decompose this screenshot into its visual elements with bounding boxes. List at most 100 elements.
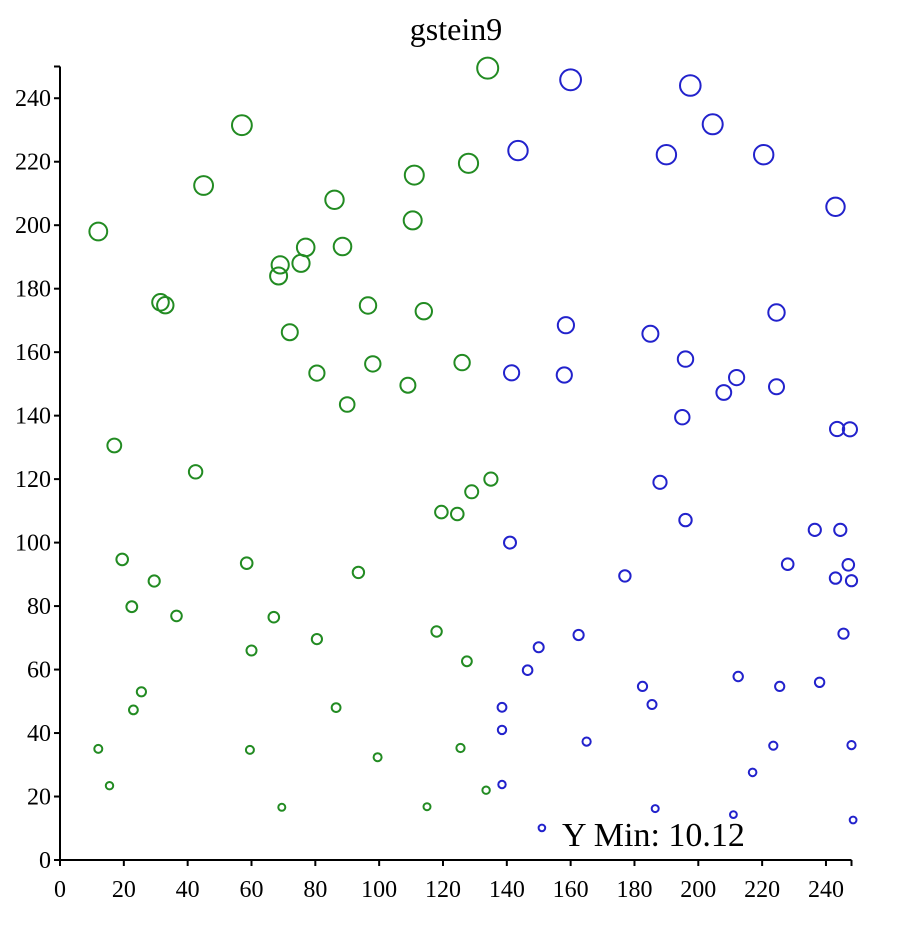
data-point xyxy=(813,676,826,688)
data-point xyxy=(807,522,822,538)
data-point xyxy=(106,437,123,454)
data-point xyxy=(280,323,299,342)
x-tick-label: 0 xyxy=(54,877,66,903)
data-point xyxy=(457,152,480,174)
data-point xyxy=(128,704,139,716)
data-point xyxy=(135,686,147,698)
x-tick-label: 160 xyxy=(553,877,589,903)
data-point xyxy=(537,823,547,833)
data-point xyxy=(581,736,592,747)
y-min-annotation: Y Min: 10.12 xyxy=(562,817,745,854)
data-point xyxy=(372,752,383,763)
data-point xyxy=(147,574,161,588)
data-point xyxy=(330,702,342,713)
data-point xyxy=(555,366,573,384)
y-tick-label: 80 xyxy=(27,594,51,620)
data-point xyxy=(846,740,857,751)
data-point xyxy=(244,744,255,755)
data-points xyxy=(88,56,859,833)
x-tick-label: 60 xyxy=(239,877,263,903)
data-point xyxy=(841,558,856,572)
x-tick-label: 100 xyxy=(361,877,397,903)
x-tick-label: 200 xyxy=(680,877,716,903)
data-point xyxy=(503,364,521,382)
data-point xyxy=(559,68,582,92)
data-point xyxy=(464,484,480,500)
data-point xyxy=(481,785,491,795)
y-tick-label: 120 xyxy=(15,467,51,493)
data-point xyxy=(295,237,316,258)
data-point xyxy=(402,210,423,231)
data-point xyxy=(170,609,183,623)
data-point xyxy=(780,557,795,572)
data-point xyxy=(652,474,668,490)
data-point xyxy=(753,144,775,166)
x-tick-label: 240 xyxy=(808,877,844,903)
data-point xyxy=(269,266,289,286)
y-tick-label: 100 xyxy=(15,531,51,557)
x-tick-label: 20 xyxy=(112,877,136,903)
x-tick-label: 120 xyxy=(425,877,461,903)
data-point xyxy=(646,699,658,710)
data-point xyxy=(364,355,382,373)
data-point xyxy=(270,255,290,275)
x-tick-label: 180 xyxy=(616,877,652,903)
y-tick-label: 60 xyxy=(27,658,51,684)
data-point xyxy=(641,324,660,343)
data-point xyxy=(455,742,466,754)
data-point xyxy=(88,221,109,242)
data-point xyxy=(461,655,473,668)
data-point xyxy=(532,641,545,654)
data-point xyxy=(774,680,786,693)
data-point xyxy=(104,781,115,791)
data-point xyxy=(310,633,323,646)
data-point xyxy=(829,420,846,438)
data-point xyxy=(841,421,859,438)
data-point xyxy=(674,409,691,426)
data-point xyxy=(572,628,585,642)
data-point xyxy=(768,740,779,751)
data-point xyxy=(496,701,508,713)
y-tick-label: 180 xyxy=(15,277,51,303)
data-point xyxy=(496,724,508,736)
data-point xyxy=(187,464,204,480)
data-point xyxy=(476,56,500,80)
data-point xyxy=(434,504,449,520)
x-tick-label: 140 xyxy=(489,877,525,903)
data-point xyxy=(453,353,471,372)
data-point xyxy=(351,565,366,580)
data-point xyxy=(521,664,534,677)
y-tick-label: 200 xyxy=(15,213,51,239)
data-point xyxy=(422,802,432,812)
data-point xyxy=(507,139,529,162)
data-point xyxy=(403,164,425,186)
data-point xyxy=(833,522,848,538)
data-point xyxy=(231,114,253,137)
x-tick-label: 80 xyxy=(303,877,327,903)
data-point xyxy=(450,506,465,522)
x-tick-label: 220 xyxy=(744,877,780,903)
data-point xyxy=(497,779,507,790)
data-point xyxy=(732,670,744,683)
y-tick-label: 240 xyxy=(15,86,51,112)
data-point xyxy=(324,189,345,211)
y-tick-label: 160 xyxy=(15,340,51,366)
data-point xyxy=(414,302,433,321)
data-point xyxy=(358,296,378,315)
series-1 xyxy=(88,56,500,812)
data-point xyxy=(701,113,724,136)
data-point xyxy=(115,552,129,567)
data-point xyxy=(332,236,353,257)
data-point xyxy=(844,574,859,588)
axes: 0 20 40 60 80 100 120 140 160 180 200 220 240 0 20 40 60… xyxy=(15,65,853,903)
data-point xyxy=(556,316,576,335)
data-point xyxy=(679,74,702,97)
y-tick-label: 140 xyxy=(15,404,51,430)
data-point xyxy=(729,810,738,819)
data-point xyxy=(655,144,678,166)
data-point xyxy=(93,743,104,754)
data-point xyxy=(825,196,846,218)
data-point xyxy=(650,804,660,814)
data-point xyxy=(156,296,175,315)
